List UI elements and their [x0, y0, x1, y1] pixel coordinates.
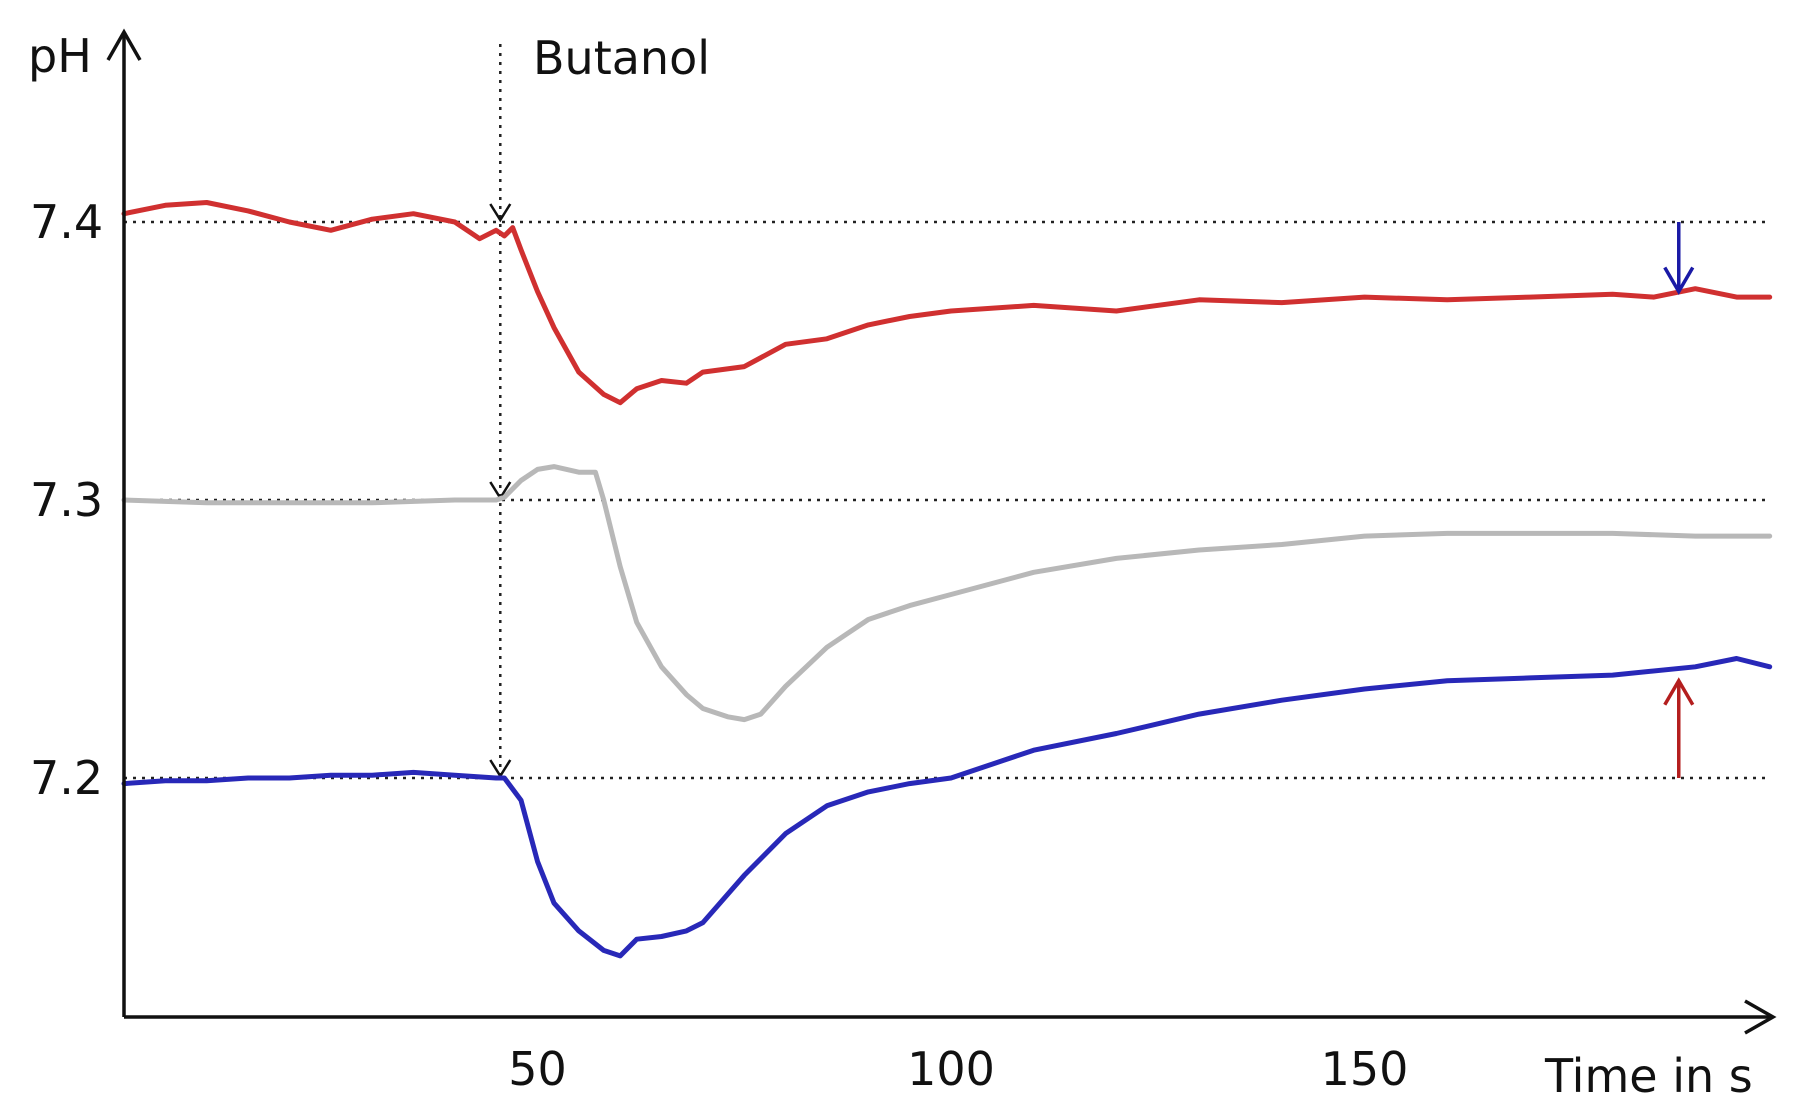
series-layer: [121, 200, 1773, 959]
y-tick-label: 7.3: [30, 473, 103, 527]
arrow-up-head-icon: [1663, 677, 1695, 706]
injection-arrow-icon: [489, 203, 512, 223]
x-tick-label: 100: [907, 1042, 995, 1096]
axes: [106, 28, 1777, 1035]
series-line-2: [121, 656, 1773, 959]
x-tick-label: 150: [1321, 1042, 1409, 1096]
y-tick-labels: 7.2 7.3 7.4: [30, 195, 103, 805]
arrow-down-head-icon: [1663, 266, 1695, 295]
y-tick-label: 7.2: [30, 751, 103, 805]
reference-lines: [124, 220, 1770, 780]
y-axis-label: pH: [28, 29, 92, 83]
x-axis-arrow-icon: [1744, 999, 1777, 1035]
x-axis-label: Time in s: [1544, 1049, 1753, 1103]
series-line-0: [121, 200, 1773, 406]
y-tick-label: 7.4: [30, 195, 103, 249]
x-tick-label: 50: [508, 1042, 567, 1096]
butanol-label: Butanol: [533, 31, 710, 85]
x-tick-labels: 50 100 150: [508, 1042, 1408, 1096]
y-axis-arrow-icon: [106, 28, 142, 61]
series-line-1: [121, 464, 1773, 723]
annotation-arrows: [1663, 222, 1695, 778]
butanol-marker: [489, 44, 512, 779]
